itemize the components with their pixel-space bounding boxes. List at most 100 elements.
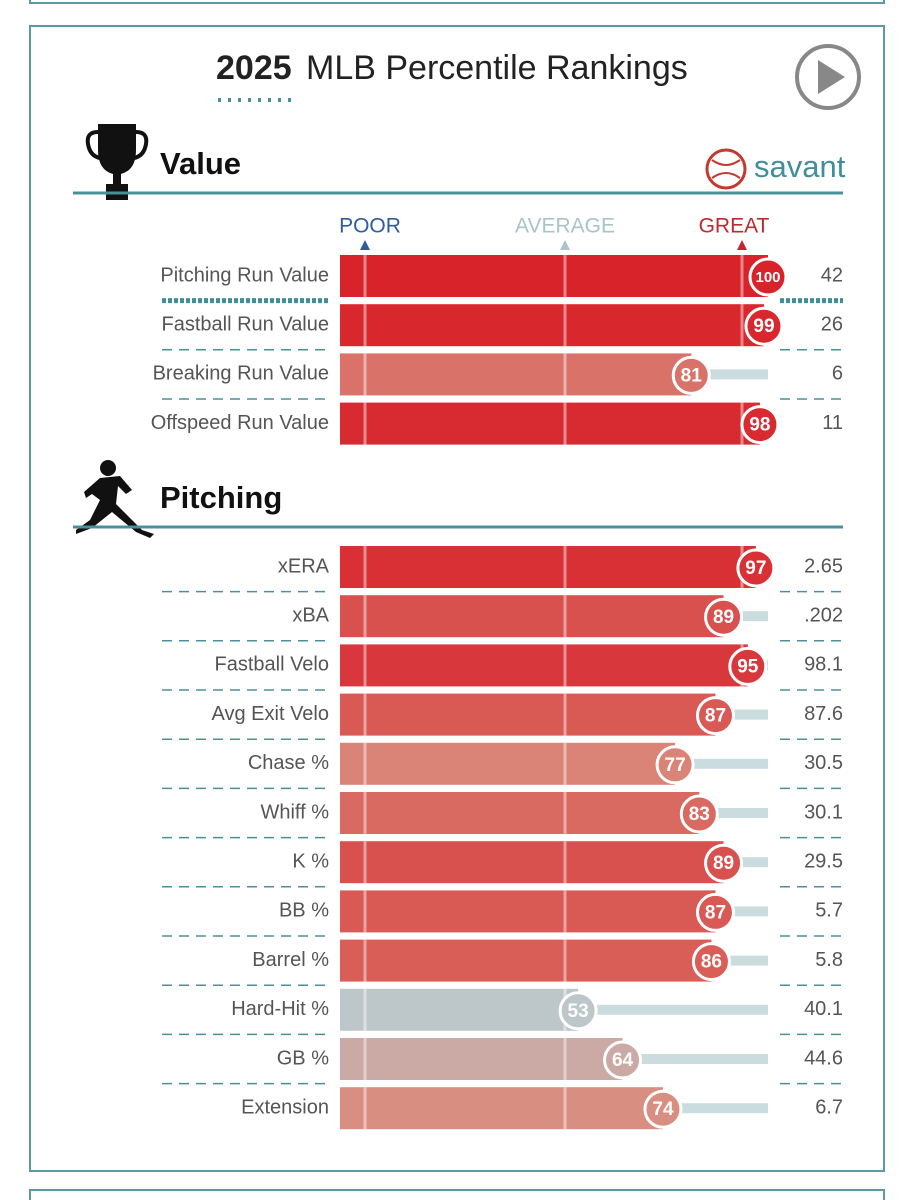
metric-stat: 29.5 [804, 850, 843, 872]
scale-poor: POOR [339, 215, 401, 238]
average-marker [560, 240, 570, 250]
section-title: Value [160, 146, 241, 181]
track [578, 1004, 768, 1015]
trophy-icon [85, 124, 149, 200]
percentile-bar [340, 841, 724, 884]
percentile-bubble [558, 991, 598, 1031]
percentile-bubble [603, 1040, 643, 1080]
metric-label: Whiff % [260, 801, 329, 823]
percentile-bar [340, 644, 748, 687]
metric-label: Fastball Velo [214, 654, 329, 676]
metric-stat: 6 [832, 363, 843, 385]
metric-label: Pitching Run Value [160, 264, 329, 286]
metric-label: BB % [279, 900, 329, 922]
great-marker [737, 240, 747, 250]
track [711, 955, 768, 966]
percentile-bar [340, 546, 756, 588]
metric-label: K % [292, 850, 329, 872]
metric-label: Barrel % [252, 949, 329, 971]
metric-stat: 40.1 [804, 998, 843, 1020]
metric-stat: 11 [822, 412, 843, 434]
percentile-bar [340, 595, 724, 638]
savant-logo: savant [705, 148, 846, 190]
percentile-bubble [704, 843, 744, 883]
metric-label: GB % [277, 1047, 329, 1069]
metric-stat: 5.7 [815, 900, 843, 922]
percentile-bar [340, 353, 692, 396]
percentile-bar [340, 792, 700, 834]
metric-stat: 2.65 [804, 555, 843, 577]
metric-stat: 30.1 [804, 801, 843, 823]
title-year: 2025 [216, 49, 292, 87]
track [691, 369, 768, 380]
track [675, 758, 768, 769]
metric-stat: 87.6 [804, 703, 843, 725]
percentile-bar [340, 402, 760, 445]
metric-stat: 6.7 [815, 1096, 843, 1118]
track [699, 808, 768, 818]
metric-label: Offspeed Run Value [151, 412, 329, 434]
percentile-bar [340, 890, 716, 933]
percentile-bubble [695, 696, 735, 736]
percentile-label: 87 [705, 902, 726, 923]
brand: savant [754, 149, 846, 184]
percentile-bar [340, 742, 676, 785]
percentile-label: 89 [713, 607, 734, 628]
percentile-bar [340, 988, 579, 1031]
metric-stat: 44.6 [804, 1047, 843, 1069]
play-icon[interactable] [818, 60, 845, 94]
percentile-label: 53 [568, 1001, 589, 1022]
percentile-bubble [643, 1089, 683, 1129]
metric-label: Hard-Hit % [231, 998, 329, 1020]
percentile-bar [340, 304, 764, 347]
poor-marker [360, 240, 370, 250]
percentile-bar [340, 255, 768, 297]
percentile-bar [340, 1038, 623, 1080]
metric-stat: 30.5 [804, 752, 843, 774]
percentile-bubble [744, 306, 784, 346]
metric-stat: 42 [821, 264, 843, 286]
track [723, 857, 768, 868]
title: MLB Percentile Rankings [306, 49, 688, 87]
percentile-label: 89 [713, 853, 734, 874]
percentile-bubble [728, 646, 768, 686]
percentile-label: 95 [737, 656, 759, 677]
percentile-bubble [695, 892, 735, 932]
percentile-label: 83 [689, 804, 710, 825]
prev-card-edge [29, 0, 885, 4]
metric-stat: 26 [821, 313, 843, 335]
percentile-label: 77 [665, 755, 686, 776]
track [662, 1103, 768, 1114]
track [723, 611, 768, 622]
percentile-label: 100 [755, 269, 780, 286]
metric-stat: .202 [804, 604, 843, 626]
play-button[interactable] [795, 44, 861, 110]
scale-great: GREAT [699, 215, 770, 238]
percentile-label: 74 [652, 1099, 674, 1120]
section-title: Pitching [160, 480, 282, 515]
metric-label: xBA [292, 604, 329, 626]
percentile-bar [340, 693, 716, 736]
track [715, 906, 768, 917]
metric-label: Fastball Run Value [162, 313, 330, 335]
metric-label: Breaking Run Value [153, 363, 329, 385]
track [715, 709, 768, 720]
percentile-label: 87 [705, 706, 726, 727]
pitcher-icon [76, 460, 154, 538]
percentile-label: 64 [612, 1050, 634, 1071]
percentile-bubble [679, 794, 719, 834]
percentile-bubble [736, 548, 776, 588]
percentile-bubble [655, 745, 695, 785]
metric-label: Extension [241, 1096, 329, 1118]
metric-label: Avg Exit Velo [212, 703, 329, 725]
percentile-bubble [748, 257, 788, 297]
percentile-bar [340, 1087, 663, 1130]
metric-label: xERA [278, 555, 330, 577]
percentile-bubble [704, 597, 744, 637]
percentile-label: 98 [749, 415, 770, 436]
percentile-label: 99 [753, 316, 774, 337]
percentile-bubble [740, 405, 780, 445]
track [622, 1054, 768, 1064]
